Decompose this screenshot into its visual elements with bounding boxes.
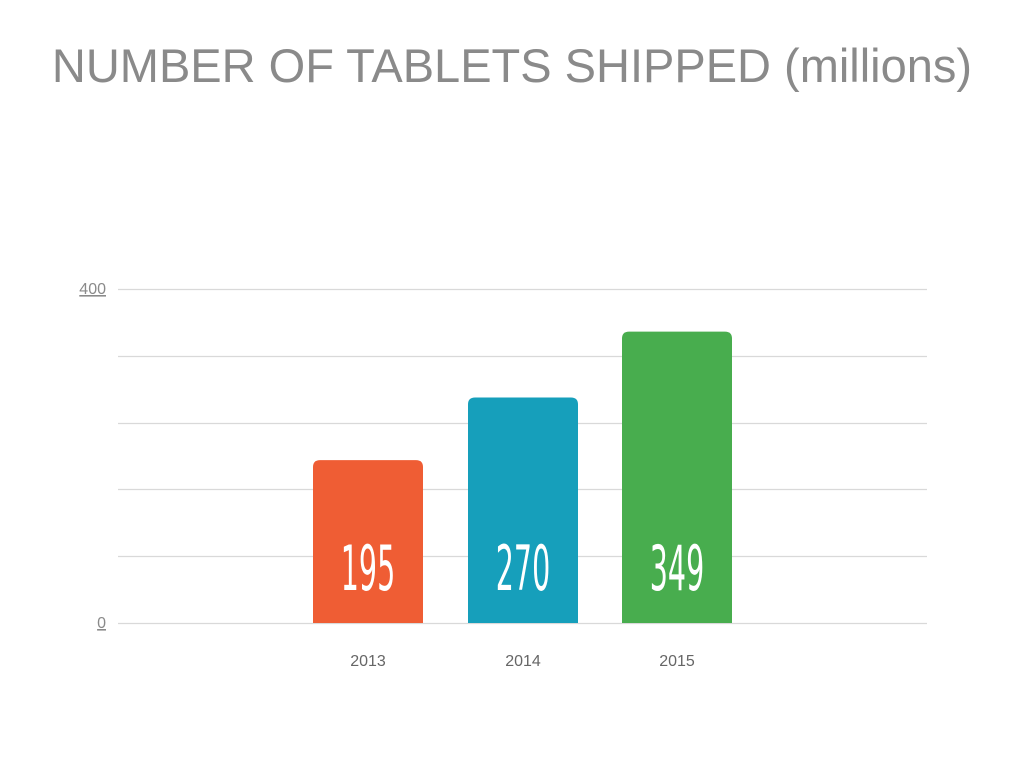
- x-tick-label-2014: 2014: [505, 653, 541, 670]
- y-tick-label-400: 400: [79, 281, 106, 298]
- data-label-2014: 270: [496, 533, 550, 605]
- chart-title: NUMBER OF TABLETS SHIPPED (millions): [51, 39, 973, 92]
- data-label-2015: 349: [650, 533, 704, 605]
- x-tick-label-2015: 2015: [659, 653, 695, 670]
- bar-2013: [313, 460, 423, 623]
- x-tick-label-2013: 2013: [350, 653, 386, 670]
- y-tick-label-0: 0: [97, 615, 106, 632]
- bars: [313, 331, 732, 623]
- bar-2014: [468, 397, 578, 623]
- data-label-2013: 195: [341, 533, 395, 605]
- bar-2015: [622, 331, 732, 623]
- labels: 0 400 195 2013 270 2014 349 2015: [79, 281, 704, 670]
